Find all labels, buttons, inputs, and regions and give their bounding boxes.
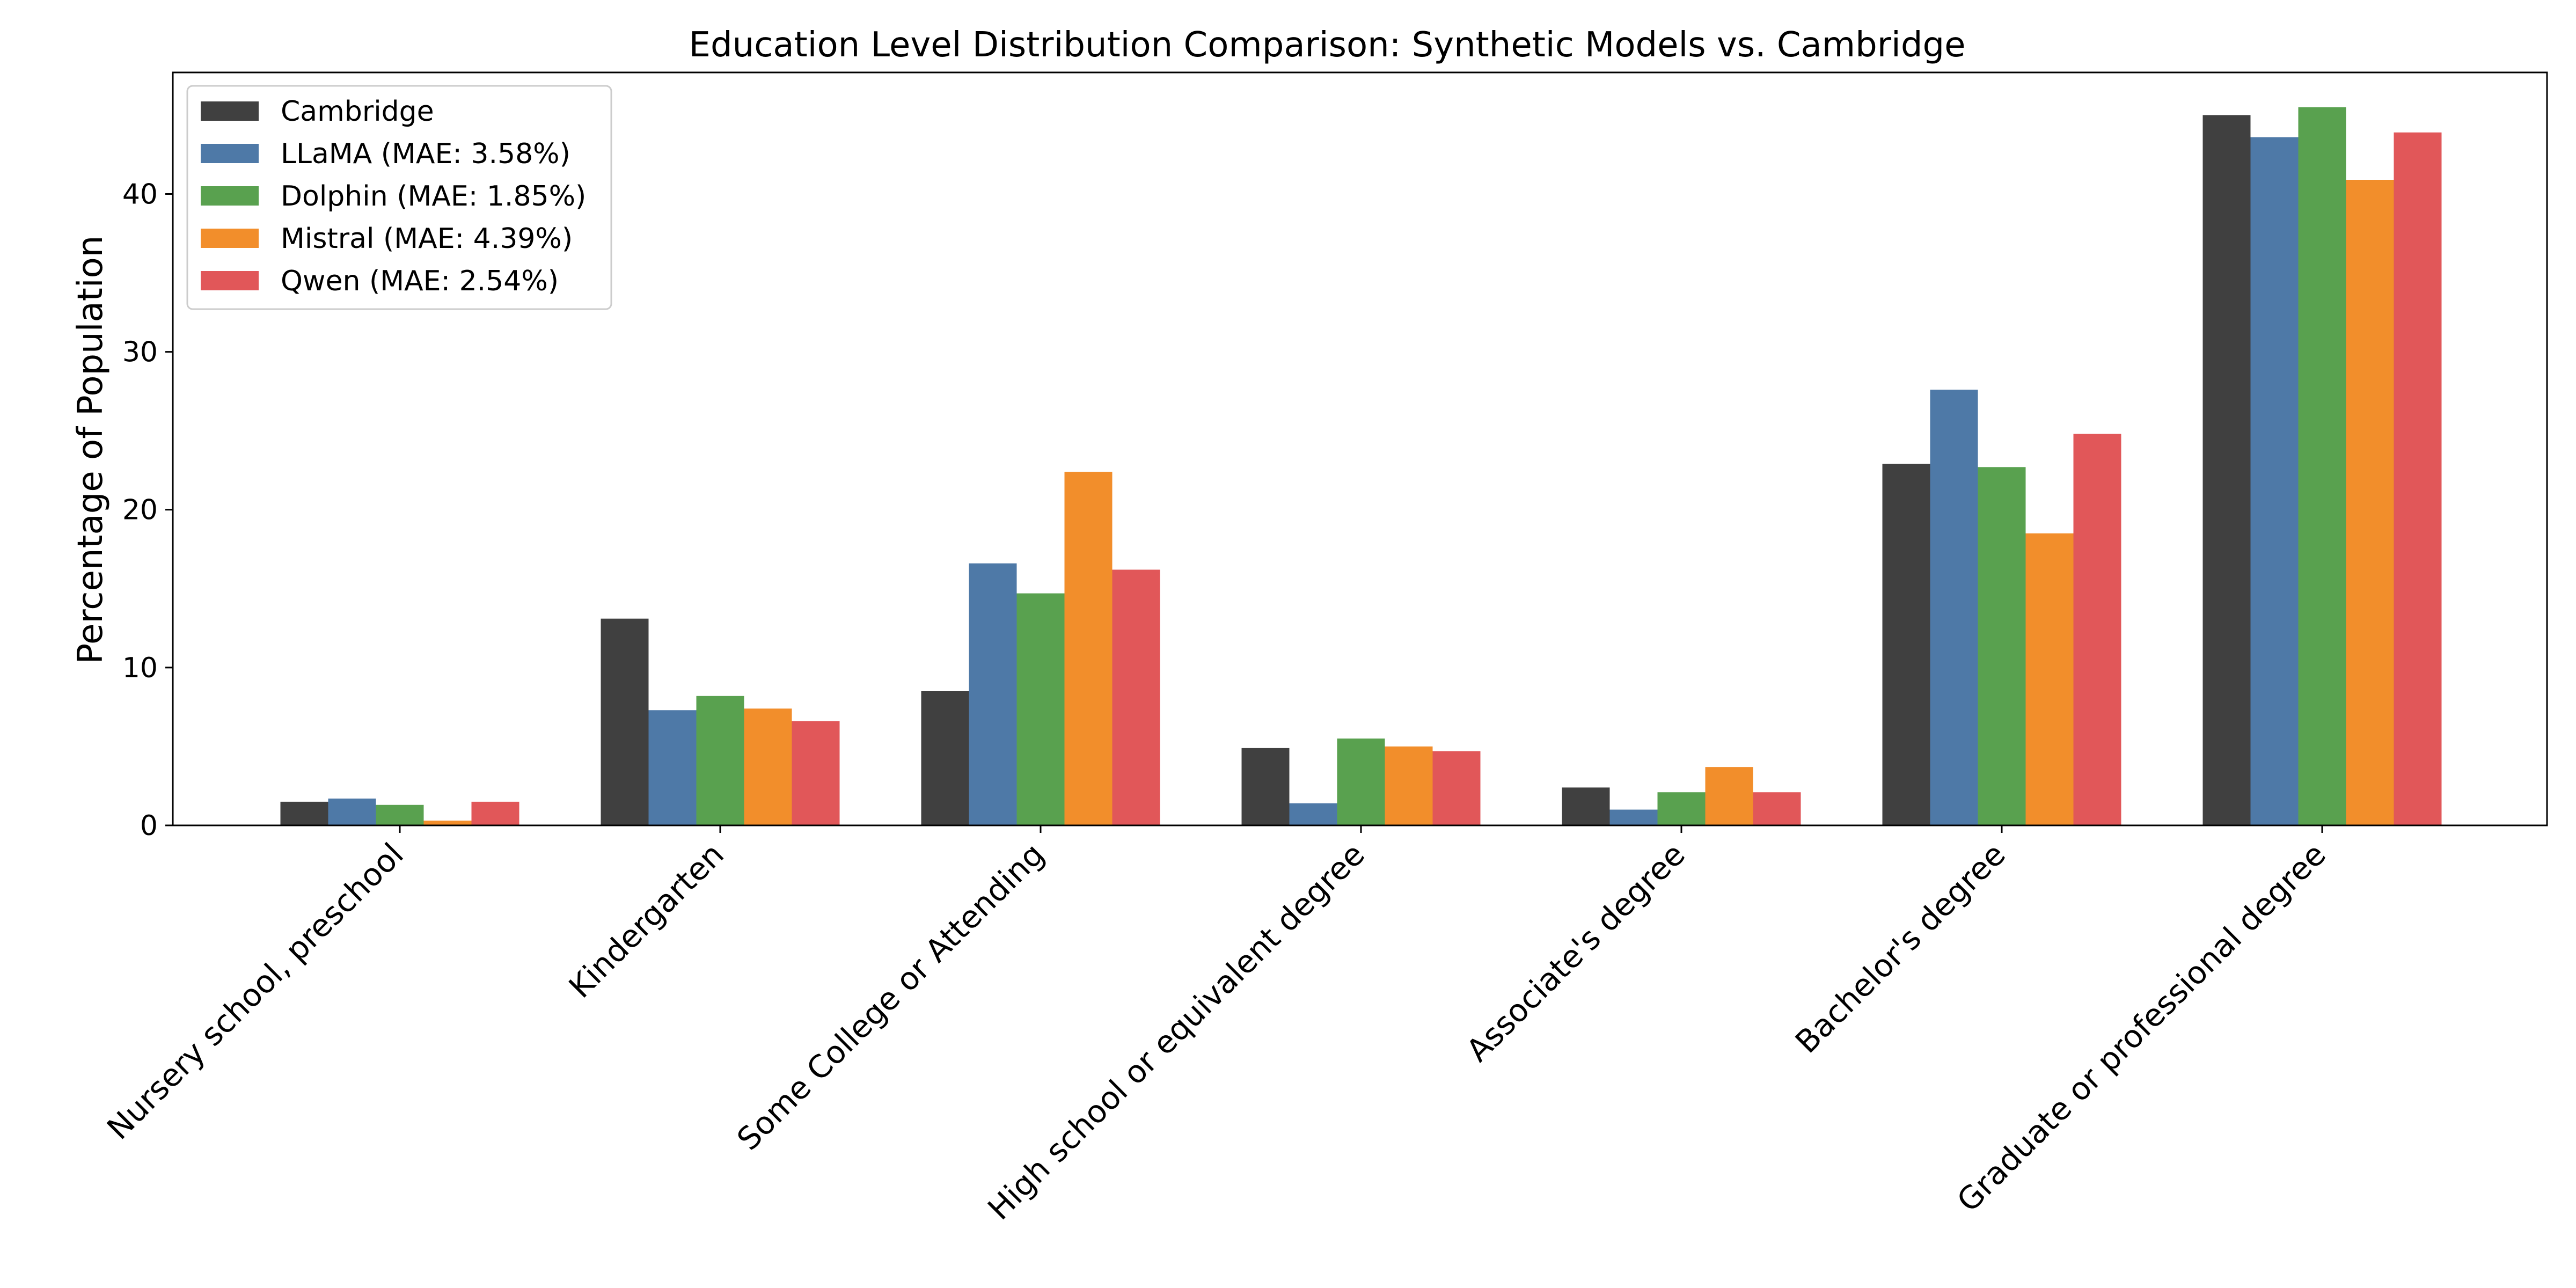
bar-llama-6 (2250, 137, 2299, 826)
x-tick-label: Bachelor's degree (1788, 836, 2012, 1060)
bar-llama-5 (1930, 390, 1978, 825)
y-tick-label: 0 (140, 810, 158, 842)
bar-cambridge-2 (921, 691, 969, 825)
x-tick-label: Associate's degree (1459, 836, 1692, 1069)
bar-cambridge-5 (1882, 464, 1930, 825)
bar-cambridge-3 (1241, 748, 1290, 825)
bar-dolphin-0 (376, 804, 424, 825)
bar-llama-1 (648, 710, 697, 825)
bar-mistral-6 (2346, 180, 2394, 825)
bar-llama-3 (1289, 803, 1337, 825)
x-ticks: Nursery school, preschool KindergartenSom… (100, 825, 2333, 1227)
bar-qwen-2 (1112, 569, 1160, 825)
bar-qwen-5 (2073, 434, 2121, 825)
x-tick-label: Nursery school, preschool (100, 836, 411, 1147)
bar-llama-2 (969, 563, 1017, 825)
legend-swatch-dolphin (201, 186, 259, 206)
legend-label-mistral: Mistral (MAE: 4.39%) (281, 223, 573, 255)
x-tick-label: Some College or Attending (730, 836, 1051, 1158)
bar-mistral-3 (1385, 746, 1433, 825)
legend: Cambridge LLaMA (MAE: 3.58%) Dolphin (MAE:… (186, 85, 612, 310)
y-tick-label: 20 (122, 494, 158, 526)
x-tick-label: Kindergarten (562, 836, 731, 1005)
legend-label-cambridge: Cambridge (281, 96, 434, 128)
bar-qwen-6 (2394, 132, 2442, 825)
legend-label-qwen: Qwen (MAE: 2.54%) (281, 265, 559, 297)
y-tick-label: 40 (122, 178, 158, 210)
legend-swatch-llama (201, 144, 259, 163)
bar-dolphin-3 (1337, 738, 1385, 825)
bar-cambridge-0 (280, 801, 328, 825)
bar-dolphin-6 (2298, 107, 2346, 825)
bar-cambridge-1 (601, 618, 649, 825)
legend-box (186, 85, 612, 310)
legend-swatch-mistral (201, 229, 259, 248)
bar-dolphin-4 (1657, 792, 1706, 825)
bars-group (280, 107, 2442, 826)
bar-mistral-5 (2025, 533, 2074, 825)
bar-mistral-4 (1705, 767, 1753, 825)
legend-swatch-cambridge (201, 101, 259, 121)
y-ticks: 0 10 20 30 40 (122, 178, 173, 842)
bar-qwen-0 (471, 801, 519, 825)
bar-mistral-1 (744, 708, 792, 825)
bar-qwen-3 (1432, 751, 1481, 825)
y-tick-label: 30 (122, 336, 158, 369)
bar-mistral-0 (423, 821, 472, 825)
bar-dolphin-5 (1978, 467, 2026, 825)
legend-label-dolphin: Dolphin (MAE: 1.85%) (281, 180, 586, 213)
bar-cambridge-6 (2202, 115, 2251, 826)
x-tick-label: Graduate or professional degree (1950, 836, 2333, 1219)
bar-llama-4 (1609, 809, 1658, 825)
bar-dolphin-1 (696, 696, 744, 825)
y-tick-label: 10 (122, 652, 158, 684)
legend-label-llama: LLaMA (MAE: 3.58%) (281, 138, 570, 170)
bar-qwen-1 (792, 721, 840, 825)
bar-mistral-2 (1064, 472, 1113, 825)
x-tick-label: High school or equivalent degree (980, 836, 1371, 1227)
bar-llama-0 (328, 798, 376, 825)
legend-swatch-qwen (201, 271, 259, 290)
chart-title: Education Level Distribution Comparison:… (689, 25, 1966, 65)
bar-qwen-4 (1753, 792, 1801, 825)
bar-cambridge-4 (1562, 787, 1610, 825)
plot-frame (172, 71, 2548, 826)
y-axis-label: Percentage of Population (71, 236, 111, 664)
bar-dolphin-2 (1016, 593, 1065, 825)
